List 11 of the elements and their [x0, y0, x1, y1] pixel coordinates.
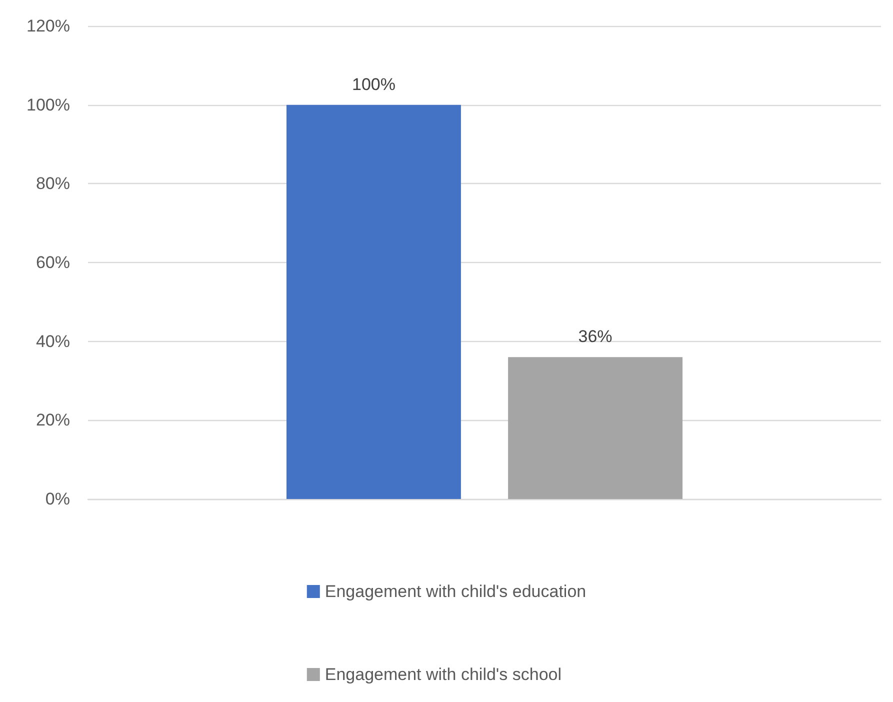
y-tick-label: 0% — [45, 490, 70, 508]
data-label: 36% — [578, 327, 612, 346]
legend-label: Engagement with child's education — [324, 582, 586, 601]
y-tick-label: 60% — [36, 253, 70, 272]
legend-label: Engagement with child's school — [324, 665, 562, 684]
y-tick-label: 80% — [36, 174, 70, 194]
y-tick-label: 120% — [26, 16, 70, 36]
y-tick-label: 20% — [36, 410, 70, 430]
data-label: 100% — [352, 74, 396, 94]
y-tick-label: 40% — [36, 332, 70, 351]
y-tick-label: 100% — [26, 95, 70, 114]
